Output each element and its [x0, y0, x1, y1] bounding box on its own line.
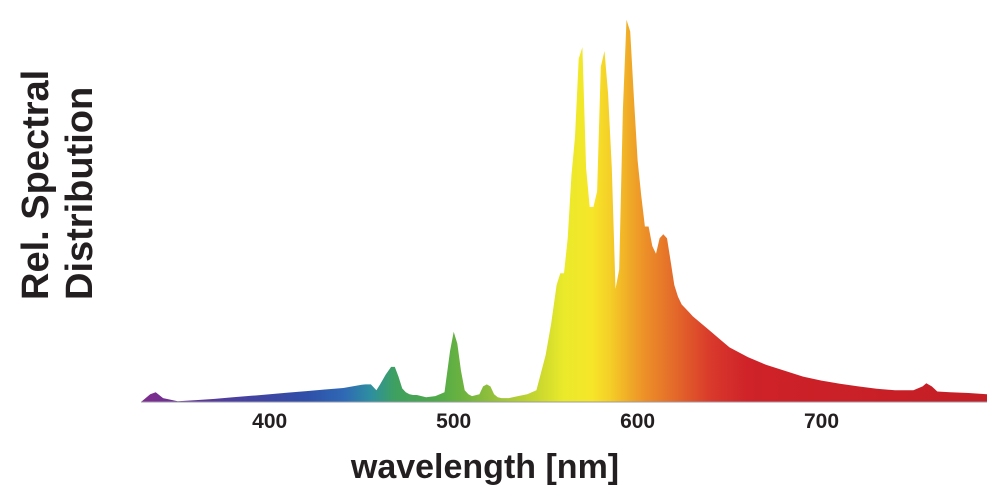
x-tick-labels: 400 500 600 700	[252, 410, 839, 433]
spectrum-area	[141, 19, 987, 403]
y-axis-label-line-1: Rel. Spectral	[15, 70, 57, 300]
x-tick-label: 400	[252, 410, 287, 433]
y-axis-label-line-2: Distribution	[59, 87, 101, 300]
x-tick-label: 600	[620, 410, 655, 433]
x-axis-label: wavelength [nm]	[350, 448, 619, 486]
plot-area	[141, 19, 987, 403]
x-tick-label: 500	[436, 410, 471, 433]
x-tick-label: 700	[804, 410, 839, 433]
